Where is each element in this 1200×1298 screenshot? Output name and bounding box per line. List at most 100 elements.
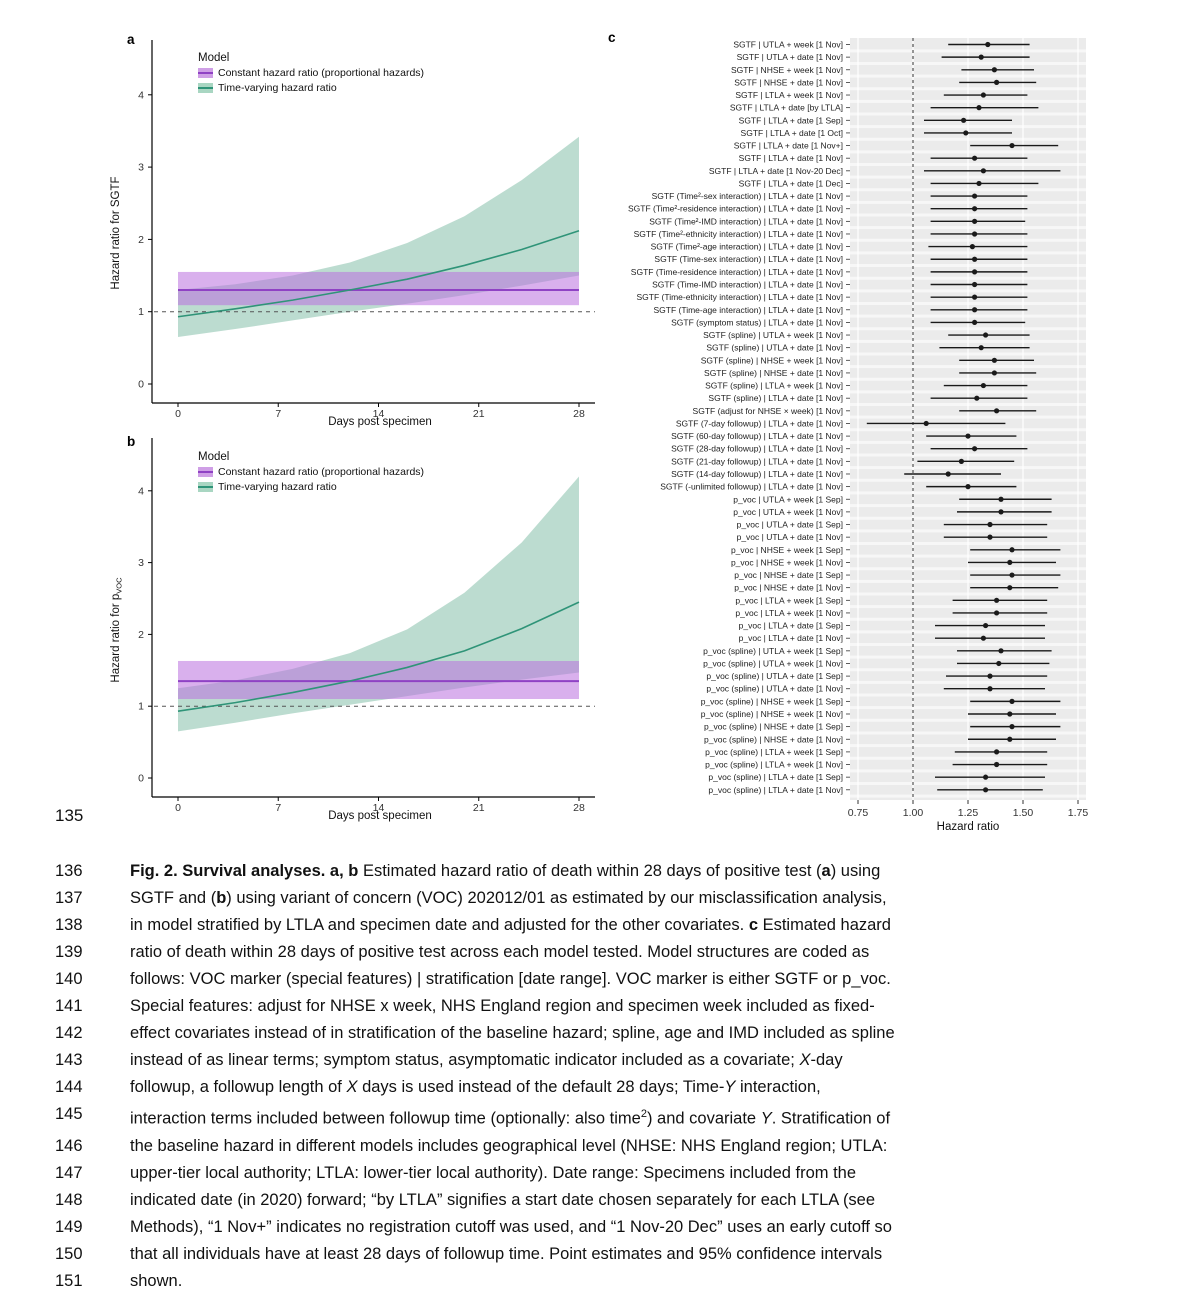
model-label: SGTF (-unlimited followup) | LTLA + date…	[660, 482, 843, 492]
model-label: SGTF (spline) | NHSE + date [1 Nov]	[704, 368, 843, 378]
caption-line: 140 follows: VOC marker (special features…	[55, 966, 1145, 993]
point-estimate	[972, 307, 978, 313]
model-label: SGTF (spline) | NHSE + week [1 Nov]	[701, 355, 843, 365]
model-label: SGTF (14-day followup) | LTLA + date [1 …	[671, 469, 843, 479]
panel-b-chart: 0 7 14 21 28 0 1 2 3 4 Days post specimen Hazard ra…	[110, 434, 595, 822]
point-estimate	[980, 635, 986, 641]
caption: 136 Fig. 2. Survival analyses. a, b Estim…	[55, 858, 1145, 1295]
point-estimate	[996, 660, 1002, 667]
legend-title: Model	[198, 451, 229, 463]
y-tick-label: 3	[138, 162, 144, 174]
y-tick-label: 3	[138, 557, 144, 569]
time-varying-hr-line	[177, 229, 580, 318]
line-number: 137	[55, 889, 83, 907]
point-estimate	[976, 105, 982, 111]
caption-text: Methods), “1 Nov+” indicates no registra…	[130, 1217, 892, 1236]
model-label: SGTF (Time-ethnicity interaction) | LTLA…	[636, 292, 843, 302]
caption-line: 145 interaction terms included between fo…	[55, 1101, 1145, 1133]
point-estimate	[976, 180, 982, 187]
point-estimate	[969, 244, 975, 250]
x-axis-title: Days post specimen	[328, 416, 432, 428]
model-label: SGTF | LTLA + date [by LTLA]	[730, 103, 843, 113]
caption-text: SGTF and (b) using variant of concern (V…	[130, 889, 887, 907]
point-estimate	[994, 610, 1000, 616]
caption-text: Special features: adjust for NHSE x week…	[130, 997, 875, 1015]
point-estimate	[972, 206, 978, 212]
model-label: SGTF (spline) | LTLA + date [1 Nov]	[708, 393, 843, 403]
x-tick-label: 7	[275, 408, 281, 420]
x-tick-label: 21	[473, 408, 485, 420]
y-tick-label: 1	[138, 701, 144, 713]
panel-a-chart: 0 7 14 21 28 0 1 2 3 4 Days post specimen Hazard ra…	[110, 32, 595, 428]
point-estimate	[980, 92, 986, 98]
point-estimate	[987, 521, 993, 528]
point-estimate	[978, 345, 984, 351]
caption-text: that all individuals have at least 28 da…	[130, 1244, 883, 1263]
model-label: SGTF (Time-IMD interaction) | LTLA + dat…	[652, 280, 843, 290]
y-tick-label: 0	[138, 773, 144, 785]
model-label: SGTF | LTLA + date [1 Dec]	[739, 178, 843, 188]
model-label: p_voc (spline) | LTLA + date [1 Sep]	[708, 772, 843, 782]
model-label: SGTF | NHSE + week [1 Nov]	[731, 65, 843, 75]
panel-letter: a	[127, 32, 135, 47]
x-tick-label: 14	[373, 408, 385, 420]
caption-line: 150 that all individuals have at least 28…	[55, 1241, 1145, 1268]
x-tick-label: 1.00	[903, 807, 924, 819]
model-label: SGTF (21-day followup) | LTLA + date [1 …	[671, 456, 843, 466]
model-label: p_voc | NHSE + date [1 Nov]	[734, 583, 843, 593]
model-label: p_voc (spline) | UTLA + date [1 Nov]	[706, 684, 843, 694]
caption-line: 146 the baseline hazard in different mode…	[55, 1133, 1145, 1160]
y-tick-label: 4	[138, 89, 144, 101]
caption-text: ratio of death within 28 days of positiv…	[130, 943, 870, 961]
caption-line: 149 Methods), “1 Nov+” indicates no regis…	[55, 1214, 1145, 1241]
model-label: p_voc | NHSE + week [1 Sep]	[731, 545, 843, 555]
line-number: 145	[55, 1105, 83, 1123]
point-estimate	[987, 534, 993, 540]
line-number: 147	[55, 1163, 83, 1182]
panel-letter: b	[127, 434, 135, 449]
model-label: p_voc (spline) | NHSE + date [1 Sep]	[704, 722, 843, 732]
point-estimate	[991, 67, 997, 73]
model-label: SGTF | LTLA + date [1 Nov-20 Dec]	[709, 166, 843, 176]
time-varying-ci-band	[178, 136, 579, 338]
model-label: p_voc (spline) | NHSE + week [1 Nov]	[701, 709, 843, 719]
model-label: SGTF (60-day followup) | LTLA + date [1 …	[671, 431, 843, 441]
point-estimate	[965, 433, 971, 439]
y-tick-label: 4	[138, 485, 144, 497]
x-axis-title: Hazard ratio	[937, 821, 1000, 833]
x-tick-label: 21	[473, 802, 485, 814]
legend-item-label: Constant hazard ratio (proportional haza…	[218, 466, 424, 478]
model-label: p_voc (spline) | LTLA + week [1 Nov]	[705, 760, 843, 770]
caption-text: followup, a followup length of X days is…	[130, 1078, 821, 1096]
line-number: 144	[55, 1078, 83, 1096]
point-estimate	[998, 496, 1004, 502]
caption-text: in model stratified by LTLA and specimen…	[130, 916, 891, 934]
model-label: p_voc (spline) | LTLA + week [1 Sep]	[705, 747, 843, 757]
model-label: SGTF (Time²-age interaction) | LTLA + da…	[651, 242, 843, 252]
caption-text: instead of as linear terms; symptom stat…	[130, 1051, 843, 1069]
constant-ci-band	[178, 660, 579, 700]
point-estimate	[1009, 572, 1015, 578]
time-varying-hr-line	[177, 601, 580, 713]
line-number: 143	[55, 1051, 83, 1069]
model-label: SGTF (spline) | UTLA + date [1 Nov]	[706, 343, 843, 353]
point-estimate	[983, 332, 989, 338]
point-estimate	[998, 648, 1004, 654]
model-label: SGTF (Time-residence interaction) | LTLA…	[631, 267, 843, 277]
line-number: 150	[55, 1244, 83, 1263]
y-tick-label: 2	[138, 234, 144, 246]
caption-line: 144 followup, a followup length of X days…	[55, 1074, 1145, 1101]
model-label: p_voc (spline) | UTLA + week [1 Nov]	[703, 658, 843, 668]
model-label: SGTF (spline) | LTLA + week [1 Nov]	[705, 381, 843, 391]
point-estimate	[965, 484, 971, 490]
caption-text: follows: VOC marker (special features) |…	[130, 970, 891, 988]
model-label: SGTF (spline) | UTLA + week [1 Nov]	[703, 330, 843, 340]
legend-item-label: Constant hazard ratio (proportional haza…	[218, 67, 424, 79]
caption-line: 139 ratio of death within 28 days of posi…	[55, 939, 1145, 966]
model-label: p_voc | LTLA + date [1 Sep]	[739, 621, 843, 631]
model-label: p_voc (spline) | LTLA + date [1 Nov]	[708, 785, 843, 795]
caption-text: interaction terms included between follo…	[130, 1108, 891, 1128]
x-tick-label: 14	[373, 802, 385, 814]
model-label: p_voc | NHSE + week [1 Nov]	[731, 557, 843, 567]
line-number: 140	[55, 970, 83, 988]
